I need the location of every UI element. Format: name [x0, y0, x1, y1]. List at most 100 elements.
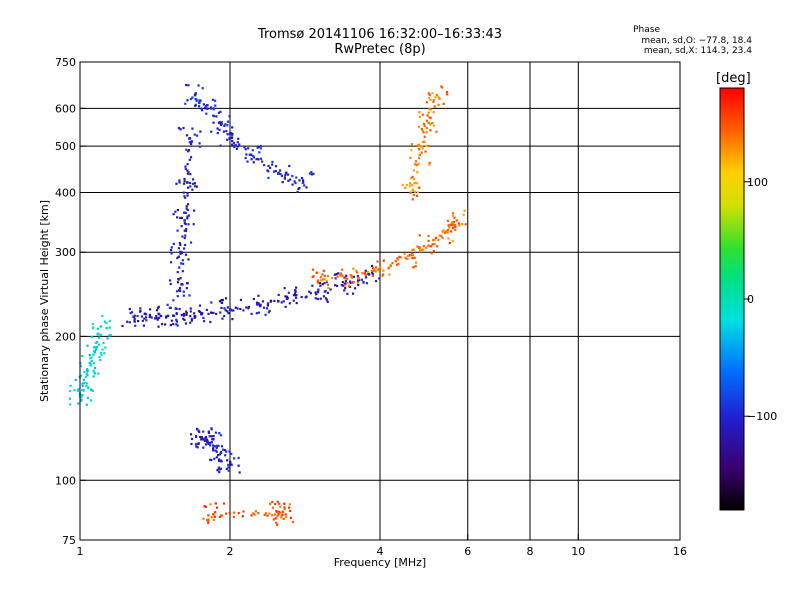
data-point	[288, 506, 291, 509]
data-point	[404, 186, 407, 189]
data-point	[411, 248, 414, 251]
data-point	[296, 190, 299, 193]
data-point	[401, 183, 404, 187]
data-point	[324, 297, 328, 300]
data-point	[274, 517, 278, 520]
data-point	[274, 165, 278, 168]
data-point	[409, 156, 412, 159]
data-point	[97, 343, 100, 346]
data-point	[182, 182, 186, 185]
data-point	[210, 301, 213, 304]
data-point	[341, 274, 344, 277]
data-point	[229, 308, 232, 311]
x-tick-label: 1	[77, 545, 84, 558]
data-point	[224, 512, 228, 515]
data-point	[230, 463, 233, 466]
data-point	[452, 223, 455, 226]
data-point	[193, 185, 197, 188]
data-point	[153, 317, 157, 320]
data-point	[186, 99, 189, 102]
data-point	[414, 181, 417, 184]
data-point	[284, 295, 287, 298]
data-point	[218, 515, 222, 518]
data-point	[274, 169, 277, 173]
data-point	[214, 502, 217, 505]
data-point	[285, 515, 288, 519]
data-point	[82, 378, 86, 381]
data-point	[226, 310, 229, 313]
data-point	[267, 311, 270, 314]
data-point	[424, 150, 427, 153]
data-point	[427, 144, 430, 148]
data-point	[208, 435, 211, 438]
data-point	[429, 245, 433, 248]
data-point	[446, 231, 449, 234]
data-point	[201, 312, 204, 315]
data-point	[239, 307, 242, 311]
data-point	[221, 317, 224, 320]
data-point	[224, 309, 227, 312]
data-point	[257, 294, 260, 297]
data-point	[259, 144, 263, 148]
data-point	[284, 513, 287, 516]
data-point	[378, 277, 381, 280]
data-point	[339, 272, 343, 275]
data-point	[243, 146, 246, 149]
data-point	[433, 238, 436, 241]
data-point	[432, 111, 435, 114]
data-point	[413, 182, 416, 185]
data-point	[226, 459, 229, 462]
y-axis-label: Stationary phase Virtual Height [km]	[38, 200, 51, 402]
data-point	[278, 169, 282, 172]
data-point	[221, 514, 224, 517]
data-point	[410, 143, 414, 146]
data-point	[365, 282, 368, 285]
data-point	[451, 240, 454, 243]
data-point	[275, 521, 278, 524]
data-point	[259, 147, 262, 150]
data-point	[284, 171, 288, 174]
data-point	[413, 178, 416, 181]
data-point	[446, 93, 449, 96]
data-point	[187, 258, 190, 261]
data-point	[177, 126, 181, 130]
data-point	[200, 107, 203, 110]
data-point	[285, 295, 289, 298]
data-point	[445, 90, 449, 94]
data-point	[194, 443, 198, 446]
data-point	[190, 140, 193, 143]
data-point	[197, 442, 200, 445]
data-point	[196, 446, 199, 449]
data-point	[408, 185, 411, 188]
data-point	[191, 96, 194, 99]
data-point	[428, 116, 431, 119]
data-point	[440, 234, 443, 237]
data-point	[294, 290, 297, 293]
data-point	[257, 145, 261, 148]
data-point	[207, 431, 211, 435]
data-point	[90, 356, 93, 359]
data-point	[184, 165, 187, 168]
data-point	[150, 316, 153, 319]
data-point	[214, 104, 217, 107]
data-point	[289, 509, 292, 513]
data-point	[273, 299, 276, 303]
data-point	[211, 444, 215, 447]
data-point	[422, 244, 426, 248]
data-point	[234, 306, 237, 309]
data-point	[186, 194, 189, 197]
data-point	[188, 137, 191, 140]
data-point	[414, 163, 417, 166]
data-point	[433, 105, 436, 108]
data-point	[447, 237, 450, 240]
data-point	[199, 435, 202, 439]
data-point	[180, 282, 183, 286]
data-point	[388, 273, 391, 276]
data-point	[277, 510, 280, 513]
data-point	[427, 234, 430, 238]
data-point	[184, 211, 187, 214]
data-point	[423, 140, 426, 143]
data-point	[411, 175, 414, 179]
data-point	[86, 396, 89, 399]
data-point	[462, 213, 465, 216]
